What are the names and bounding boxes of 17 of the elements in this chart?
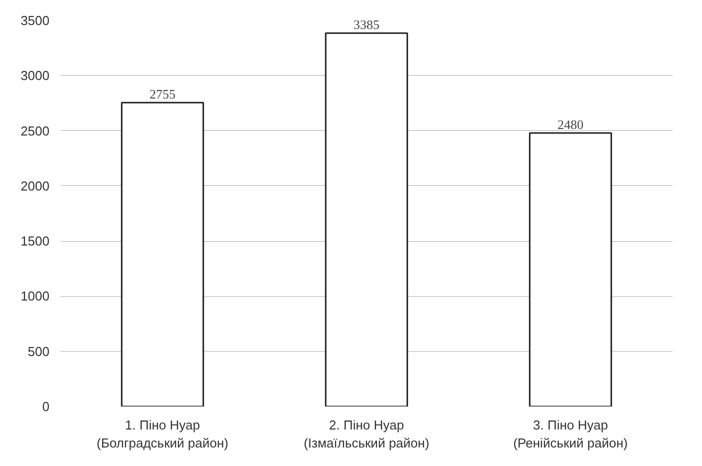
x-tick-label: 3. Піно Нуар (Ренійський район) <box>513 418 628 450</box>
y-tick-label: 3500 <box>20 13 50 28</box>
y-tick-label: 1000 <box>20 288 50 304</box>
bar <box>528 132 612 406</box>
data-label: 2480 <box>558 116 584 132</box>
y-tick-label: 2500 <box>20 123 50 138</box>
y-tick-label: 3000 <box>20 68 50 84</box>
data-label: 2755 <box>150 86 176 102</box>
y-tick-label: 0 <box>42 399 50 414</box>
x-tick-label: 1. Піно Нуар (Болградський район) <box>96 418 228 450</box>
y-tick-label: 1500 <box>20 234 50 249</box>
data-label: 3385 <box>354 17 380 32</box>
y-tick-label: 500 <box>28 344 50 359</box>
bar <box>120 102 204 406</box>
bar <box>324 32 408 406</box>
y-tick-label: 2000 <box>20 178 50 194</box>
x-tick-label: 2. Піно Нуар (Ізмаїльський район) <box>304 418 430 450</box>
